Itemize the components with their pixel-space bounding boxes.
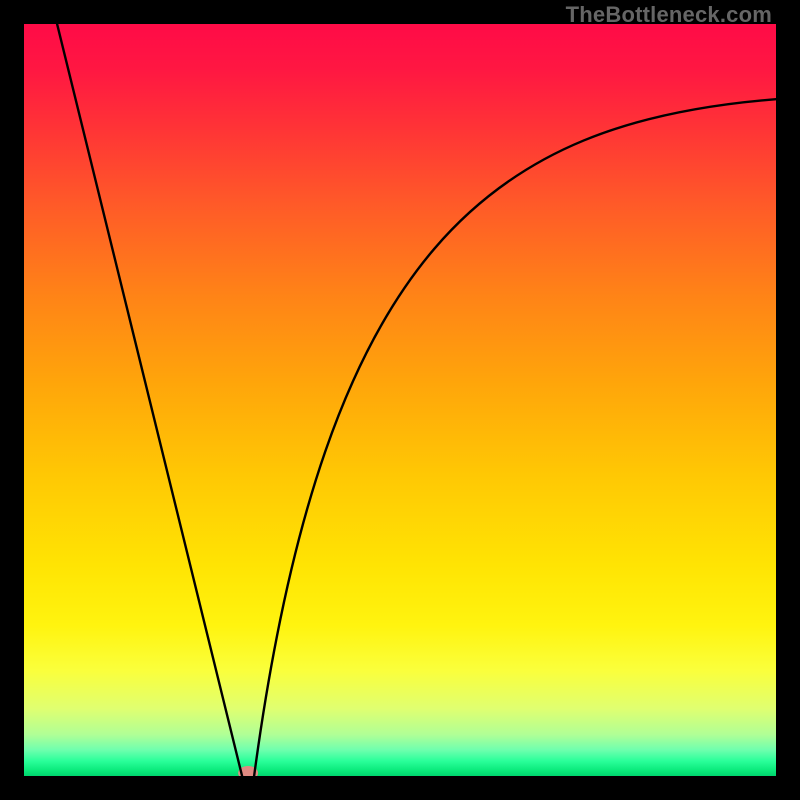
bottleneck-curve [24, 24, 776, 776]
curve-left [57, 24, 242, 776]
curve-right [254, 99, 776, 776]
plot-area [24, 24, 776, 776]
watermark-text: TheBottleneck.com [566, 2, 772, 28]
